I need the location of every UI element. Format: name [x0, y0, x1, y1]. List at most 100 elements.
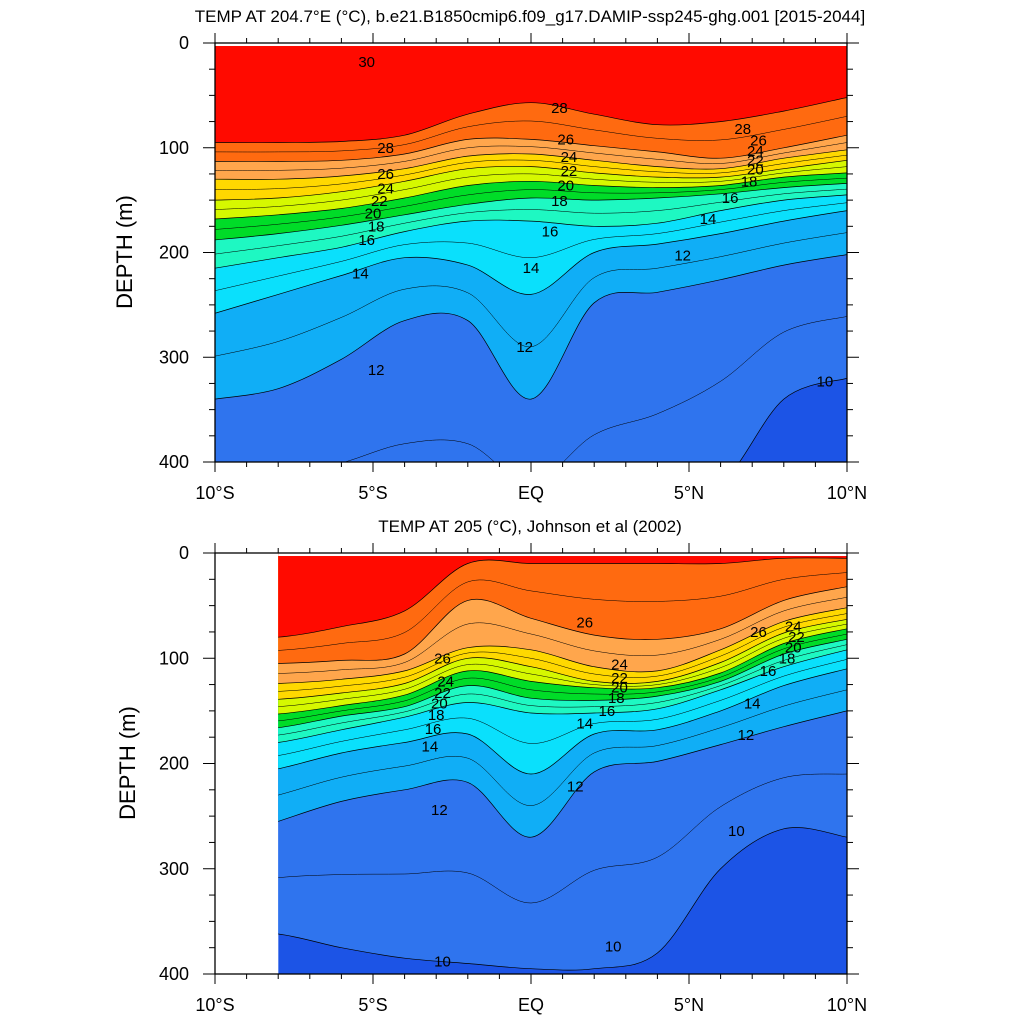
contour-label: 12 [567, 779, 584, 796]
bottom-y-axis-label: DEPTH (m) [115, 706, 140, 820]
isotherm-28 [278, 557, 847, 638]
contour-label: 16 [722, 190, 739, 207]
isotherm-18 [215, 183, 847, 241]
isotherm-14 [278, 668, 847, 775]
top-y-axis-label: DEPTH (m) [112, 195, 137, 309]
contour-label: 12 [368, 362, 385, 379]
isotherm-25 [215, 142, 847, 171]
contour-label: 12 [738, 727, 755, 744]
isotherm-13 [278, 689, 847, 806]
axis-ticks [203, 33, 859, 472]
contour-label: 24 [377, 181, 394, 198]
contour-label: 14 [700, 211, 717, 228]
isotherm-16 [215, 194, 847, 269]
isotherm-22 [215, 159, 847, 201]
contour-label: 20 [431, 696, 448, 713]
top-chart-title: TEMP AT 204.7°E (°C), b.e21.B1850cmip6.f… [195, 7, 865, 26]
contour-label: 26 [576, 614, 593, 631]
isotherm-14 [215, 210, 847, 314]
contour-label: 10 [434, 953, 451, 970]
y-tick-label: 100 [159, 648, 189, 668]
y-tick-label: 300 [159, 347, 189, 367]
y-tick-label: 200 [159, 754, 189, 774]
x-tick-label: 10°S [195, 483, 234, 503]
isotherm-16 [278, 649, 847, 743]
contour-label: 22 [747, 152, 764, 169]
isotherm-13 [215, 232, 847, 357]
isotherm-23 [215, 154, 847, 190]
contour-label: 24 [611, 657, 628, 674]
isotherm-28 [215, 97, 847, 143]
contour-label: 28 [734, 121, 751, 138]
contour-label: 10 [728, 823, 745, 840]
contour-label: 28 [551, 100, 568, 117]
y-tick-label: 0 [179, 33, 189, 53]
contour-label: 18 [779, 650, 796, 667]
contour-label: 10 [817, 373, 834, 390]
isotherm-17 [215, 188, 847, 255]
contour-label: 26 [557, 131, 574, 148]
contour-label: 20 [747, 162, 764, 179]
contour-label: 18 [551, 193, 568, 210]
contour-label: 14 [744, 696, 761, 713]
contour-label: 10 [605, 939, 622, 956]
contour-label: 12 [431, 802, 448, 819]
contour-label: 26 [750, 624, 767, 641]
isotherm-12 [215, 254, 847, 400]
y-tick-label: 100 [159, 138, 189, 158]
isotherm-22 [278, 618, 847, 700]
isotherm-11 [278, 773, 847, 904]
isotherm-24 [215, 149, 847, 180]
contour-label: 12 [516, 339, 533, 356]
y-tick-label: 0 [179, 543, 189, 563]
contour-label: 14 [352, 265, 369, 282]
contour-label: 20 [557, 177, 574, 194]
contour-label: 18 [428, 707, 445, 724]
x-tick-label: EQ [518, 995, 544, 1015]
y-tick-label: 300 [159, 859, 189, 879]
contour-lines [278, 557, 847, 971]
isotherm-19 [278, 633, 847, 722]
y-tick-label: 400 [159, 452, 189, 472]
contour-label: 22 [371, 193, 388, 210]
temperature-field [215, 43, 847, 462]
contour-label: 18 [741, 173, 758, 190]
isotherm-27 [215, 116, 847, 153]
isotherm-19 [215, 177, 847, 230]
isotherm-24 [278, 607, 847, 684]
x-tick-label: 5°N [674, 483, 704, 503]
contour-label: 18 [368, 218, 385, 235]
axis-ticks [203, 543, 859, 984]
isotherm-10 [739, 377, 847, 462]
isotherm-20 [278, 628, 847, 715]
bottom-chart-title: TEMP AT 205 (°C), Johnson et al (2002) [378, 517, 682, 536]
contour-label: 16 [358, 232, 375, 249]
contour-label: 20 [365, 206, 382, 223]
top-panel: TEMP AT 204.7°E (°C), b.e21.B1850cmip6.f… [112, 7, 867, 503]
isotherm-10 [278, 827, 847, 971]
contour-label: 24 [437, 673, 454, 690]
contour-label: 16 [542, 224, 559, 241]
isotherm-23 [278, 613, 847, 692]
x-tick-label: 10°N [827, 483, 867, 503]
temperature-field [278, 553, 847, 974]
contour-label: 24 [747, 143, 764, 160]
contour-label: 22 [561, 163, 578, 180]
contour-label: 30 [358, 54, 375, 71]
isotherm-21 [278, 623, 847, 707]
x-tick-label: 10°S [195, 995, 234, 1015]
isotherm-17 [278, 644, 847, 736]
contour-label: 22 [611, 670, 628, 687]
y-tick-label: 200 [159, 243, 189, 263]
x-tick-label: 5°N [674, 995, 704, 1015]
isotherm-12 [278, 710, 847, 838]
contour-label: 24 [561, 149, 578, 166]
isotherm-27 [278, 572, 847, 651]
contour-label: 18 [608, 690, 625, 707]
isotherm-26 [215, 134, 847, 162]
isotherm-20 [215, 172, 847, 220]
